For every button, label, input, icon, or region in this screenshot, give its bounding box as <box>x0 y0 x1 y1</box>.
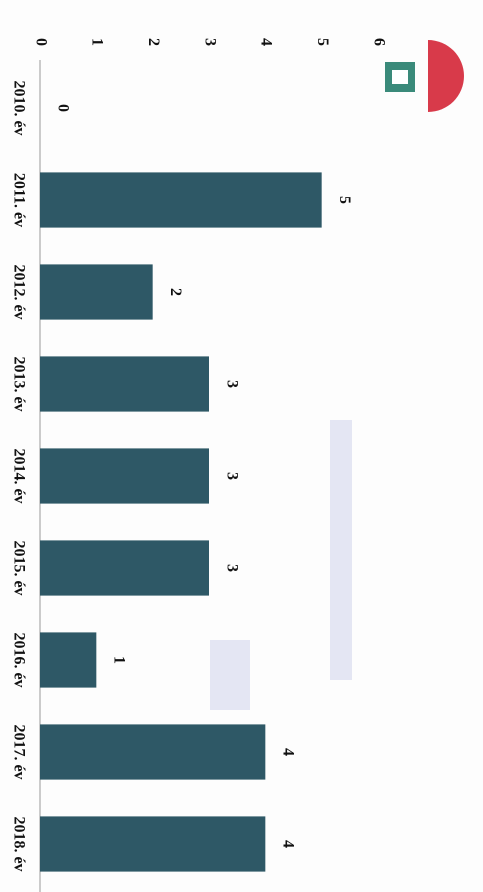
value-tick-label: 5 <box>314 38 331 46</box>
value-tick-label: 2 <box>145 38 162 46</box>
bar <box>40 356 209 412</box>
bar <box>40 540 209 596</box>
category-label: 2010. év <box>10 80 27 135</box>
bar <box>40 632 97 688</box>
bar <box>40 724 266 780</box>
value-tick-label: 3 <box>201 38 218 46</box>
value-label: 1 <box>111 656 128 664</box>
value-tick-label: 0 <box>32 38 49 46</box>
bar <box>40 264 153 320</box>
value-tick-label: 6 <box>370 38 387 46</box>
value-label: 0 <box>54 104 71 112</box>
category-label: 2017. év <box>10 724 27 779</box>
value-label: 3 <box>223 472 240 480</box>
category-label: 2013. év <box>10 356 27 411</box>
bar <box>40 448 209 504</box>
category-label: 2014. év <box>10 448 27 503</box>
bar <box>40 172 322 228</box>
value-tick-label: 1 <box>89 38 106 46</box>
category-label: 2018. év <box>10 816 27 871</box>
category-label: 2012. év <box>10 264 27 319</box>
logo <box>385 40 464 112</box>
value-label: 4 <box>280 840 297 848</box>
value-label: 2 <box>167 288 184 296</box>
value-label: 3 <box>223 564 240 572</box>
bar <box>40 816 266 872</box>
category-label: 2016. év <box>10 632 27 687</box>
value-label: 5 <box>336 196 353 204</box>
category-label: 2015. év <box>10 540 27 595</box>
value-tick-label: 4 <box>258 38 275 46</box>
category-label: 2011. év <box>10 173 27 227</box>
value-label: 3 <box>223 380 240 388</box>
value-label: 4 <box>280 748 297 756</box>
watermark <box>210 420 352 710</box>
